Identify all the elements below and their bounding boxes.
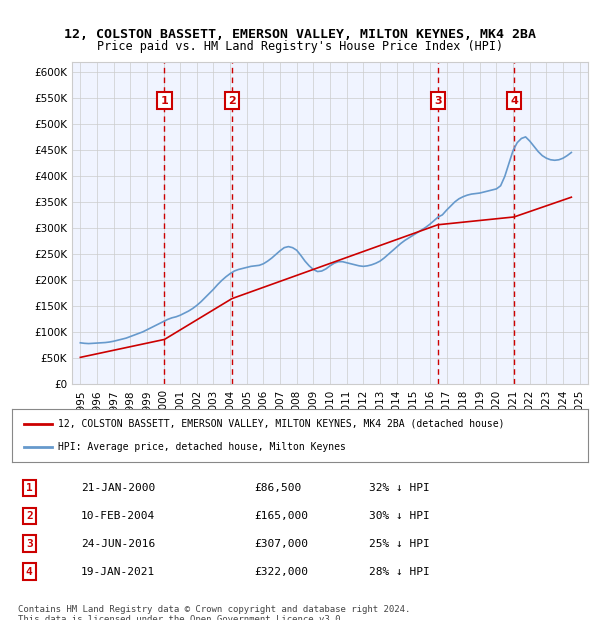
Text: 2: 2 bbox=[228, 95, 236, 105]
Text: 3: 3 bbox=[434, 95, 442, 105]
Text: 28% ↓ HPI: 28% ↓ HPI bbox=[369, 567, 430, 577]
Text: 12, COLSTON BASSETT, EMERSON VALLEY, MILTON KEYNES, MK4 2BA: 12, COLSTON BASSETT, EMERSON VALLEY, MIL… bbox=[64, 28, 536, 41]
Text: 1: 1 bbox=[26, 483, 32, 493]
Text: 30% ↓ HPI: 30% ↓ HPI bbox=[369, 511, 430, 521]
Text: 19-JAN-2021: 19-JAN-2021 bbox=[81, 567, 155, 577]
Text: 12, COLSTON BASSETT, EMERSON VALLEY, MILTON KEYNES, MK4 2BA (detached house): 12, COLSTON BASSETT, EMERSON VALLEY, MIL… bbox=[58, 419, 505, 429]
Text: 32% ↓ HPI: 32% ↓ HPI bbox=[369, 483, 430, 493]
Text: 1: 1 bbox=[161, 95, 169, 105]
Text: 2: 2 bbox=[26, 511, 32, 521]
Text: £307,000: £307,000 bbox=[254, 539, 308, 549]
Text: Price paid vs. HM Land Registry's House Price Index (HPI): Price paid vs. HM Land Registry's House … bbox=[97, 40, 503, 53]
Text: Contains HM Land Registry data © Crown copyright and database right 2024.
This d: Contains HM Land Registry data © Crown c… bbox=[18, 604, 410, 620]
Text: 10-FEB-2004: 10-FEB-2004 bbox=[81, 511, 155, 521]
Text: 4: 4 bbox=[26, 567, 32, 577]
Text: 4: 4 bbox=[510, 95, 518, 105]
Text: £322,000: £322,000 bbox=[254, 567, 308, 577]
Text: £165,000: £165,000 bbox=[254, 511, 308, 521]
Text: 24-JUN-2016: 24-JUN-2016 bbox=[81, 539, 155, 549]
Text: 3: 3 bbox=[26, 539, 32, 549]
Text: 21-JAN-2000: 21-JAN-2000 bbox=[81, 483, 155, 493]
Text: HPI: Average price, detached house, Milton Keynes: HPI: Average price, detached house, Milt… bbox=[58, 442, 346, 452]
Text: 25% ↓ HPI: 25% ↓ HPI bbox=[369, 539, 430, 549]
Text: £86,500: £86,500 bbox=[254, 483, 301, 493]
